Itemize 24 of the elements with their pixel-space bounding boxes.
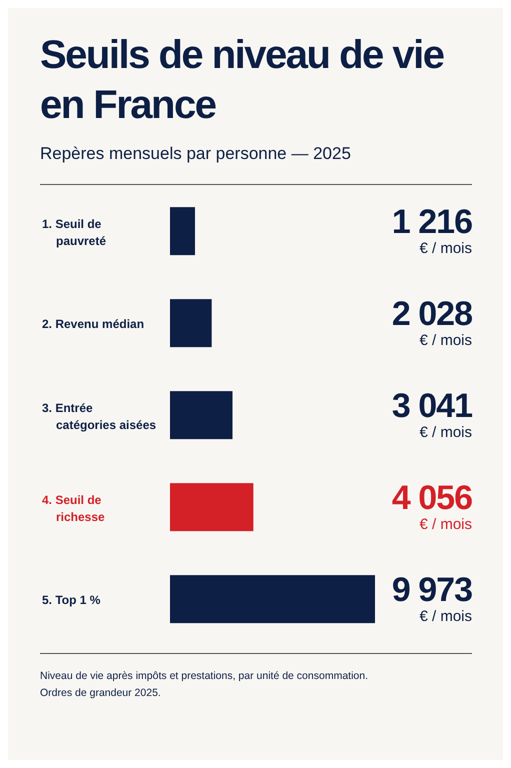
text: € / mois bbox=[419, 424, 472, 442]
text: € / mois bbox=[419, 240, 472, 258]
data-label: 4 056 bbox=[392, 479, 472, 518]
chart-title: Seuils de niveau de vie en France bbox=[40, 32, 445, 129]
bar bbox=[170, 391, 233, 440]
text: € / mois bbox=[419, 332, 472, 350]
bar bbox=[170, 207, 195, 256]
text: Ordres de grandeur 2025. bbox=[40, 686, 162, 701]
y-tick-label: 2. Revenu médian bbox=[42, 317, 144, 331]
data-label: 3 041 bbox=[392, 387, 472, 426]
data-label: 9 973 bbox=[392, 571, 472, 610]
bar bbox=[170, 575, 375, 624]
bar bbox=[170, 483, 254, 532]
y-tick-label: 3. Entrée catégories aisées bbox=[42, 401, 156, 432]
y-tick-label: 5. Top 1 % bbox=[42, 593, 101, 607]
text: € / mois bbox=[419, 608, 472, 626]
y-tick-label: 1. Seuil de pauvreté bbox=[42, 217, 106, 248]
bar bbox=[170, 299, 212, 348]
text: € / mois bbox=[419, 516, 472, 534]
text: Niveau de vie après impôts et prestations, par unité de consommation. bbox=[40, 669, 370, 684]
data-label: 1 216 bbox=[392, 203, 472, 242]
chart-subtitle: Repères mensuels par personne — 2025 bbox=[40, 144, 352, 164]
y-tick-label: 4. Seuil de richesse bbox=[42, 493, 106, 524]
data-label: 2 028 bbox=[392, 295, 472, 334]
